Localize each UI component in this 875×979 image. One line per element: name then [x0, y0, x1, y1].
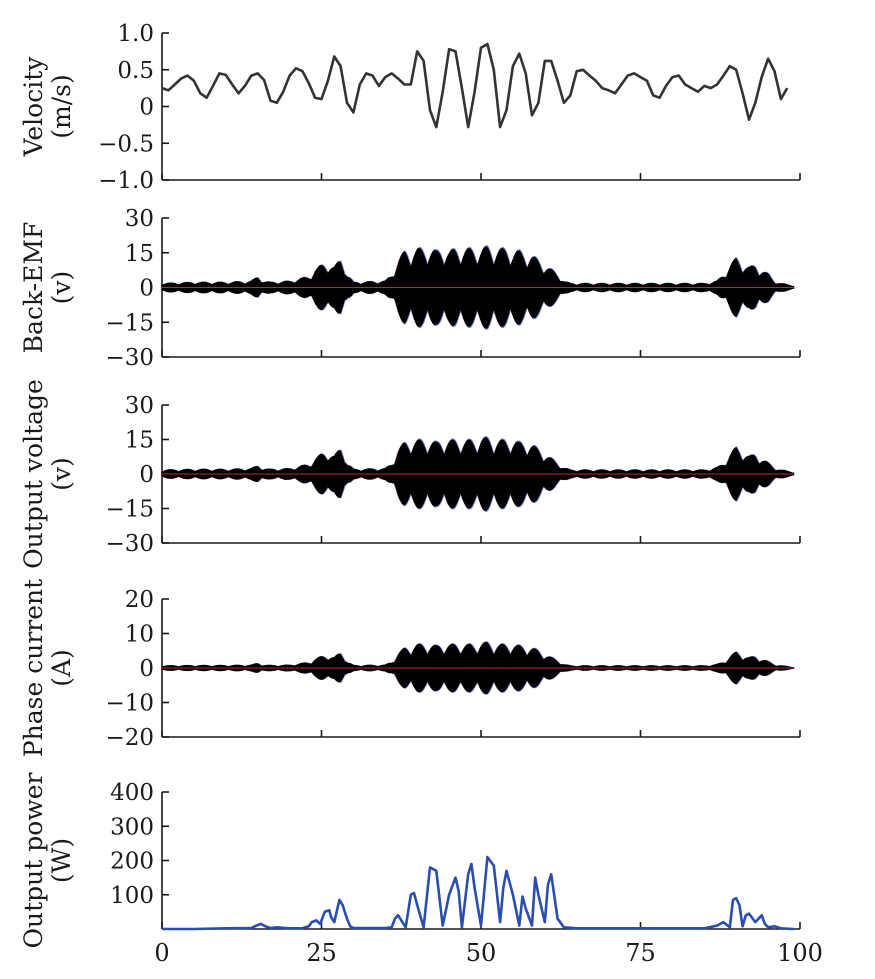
y-tick-label: 0 — [139, 656, 154, 682]
panel-output-voltage: −30 −15 0 15 30 Output voltage (v) — [19, 379, 801, 569]
x-tick-label: 75 — [625, 939, 656, 967]
y-axis-label: (m/s) — [47, 74, 76, 138]
y-tick-label: −1.0 — [98, 168, 154, 194]
y-tick-label: 400 — [110, 780, 154, 806]
x-tick-label: 0 — [154, 939, 169, 967]
y-tick-label: −15 — [105, 497, 154, 523]
y-tick-label: −10 — [105, 691, 154, 717]
y-axis-label: Output power — [19, 772, 48, 948]
series-line-output-power — [162, 855, 794, 931]
x-tick-label: 25 — [306, 939, 337, 967]
y-tick-label: 30 — [125, 393, 154, 419]
y-axis-label: Velocity — [19, 56, 48, 158]
y-tick-label: 15 — [125, 241, 154, 267]
y-tick-label: 10 — [125, 622, 154, 648]
y-axis-label: Back-EMF — [19, 222, 48, 354]
panel-output-power: 100 200 300 400 Output power (W) 0 25 50 75 100 — [19, 772, 823, 967]
y-axis-label: Output voltage — [19, 379, 48, 569]
y-tick-label: −15 — [105, 310, 154, 336]
y-axis-label: (v) — [47, 271, 76, 305]
y-tick-label: 1.0 — [117, 21, 154, 47]
y-axis-label: Phase current — [19, 579, 48, 757]
panel-back-emf: −30 −15 0 15 30 Back-EMF (v) — [19, 206, 801, 371]
y-tick-label: 0 — [139, 95, 154, 121]
y-tick-label: 15 — [125, 428, 154, 454]
y-tick-label: 0 — [139, 462, 154, 488]
y-tick-label: 30 — [125, 206, 154, 232]
y-tick-label: −30 — [105, 345, 154, 371]
y-axis-label: (A) — [47, 649, 76, 687]
series-line-velocity — [161, 42, 789, 129]
x-tick-label: 100 — [777, 939, 823, 967]
y-tick-label: −0.5 — [98, 131, 154, 157]
y-tick-label: 20 — [125, 587, 154, 613]
y-tick-label: 200 — [110, 849, 154, 875]
y-tick-label: 0 — [139, 276, 154, 302]
y-tick-label: 0.5 — [117, 58, 154, 84]
x-tick-label: 50 — [466, 939, 497, 967]
panel-phase-current: −20 −10 0 10 20 Phase current (A) — [19, 579, 801, 757]
y-tick-label: 100 — [110, 883, 154, 909]
y-tick-label: −30 — [105, 531, 154, 557]
y-tick-label: −20 — [105, 725, 154, 751]
y-axis-label: (W) — [47, 838, 76, 883]
y-axis-label: (v) — [47, 457, 76, 491]
panel-velocity: −1.0 −0.5 0 0.5 1.0 Velocity (m/s) — [19, 21, 801, 194]
y-tick-label: 300 — [110, 814, 154, 840]
